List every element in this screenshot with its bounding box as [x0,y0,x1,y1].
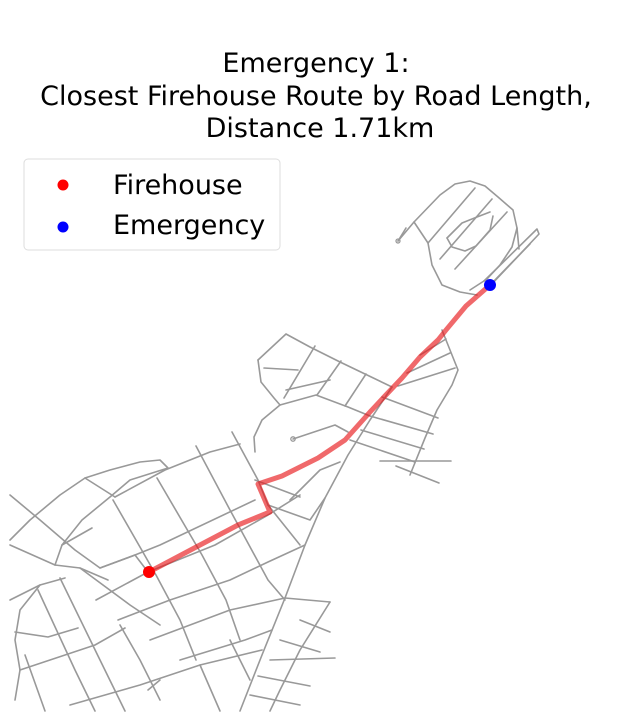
firehouse-marker [143,566,155,578]
legend-emergency-swatch [57,221,69,233]
legend-frame [23,158,281,251]
road-network [9,180,540,712]
shortest-route [146,282,493,575]
legend-firehouse-swatch [57,179,69,191]
title-line-1: Emergency 1: [222,48,409,79]
legend-emergency-label: Emergency [113,210,265,241]
legend-firehouse-label: Firehouse [113,170,243,201]
legend: Firehouse Emergency [23,158,281,251]
map-title: Emergency 1: Closest Firehouse Route by … [40,48,592,144]
emergency-marker [484,279,496,291]
title-line-2: Closest Firehouse Route by Road Length, [40,81,592,112]
route-path [146,282,493,575]
title-line-3: Distance 1.71km [206,113,435,144]
